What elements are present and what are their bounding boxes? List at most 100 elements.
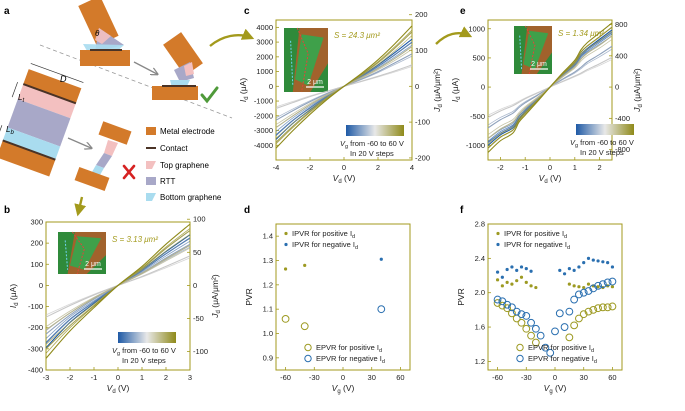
iv-curve-return-c-vg60 bbox=[275, 29, 413, 145]
y-tick-label-b: -300 bbox=[28, 344, 43, 353]
electrode-top-2 bbox=[80, 50, 130, 66]
arrow-to-b bbox=[74, 196, 87, 217]
point-f-ipvr-positive bbox=[515, 279, 519, 283]
y-tick-label-c: 2000 bbox=[256, 52, 273, 61]
area-label-b: S = 3.13 μm² bbox=[112, 235, 158, 244]
y-tick-label-b: 0 bbox=[39, 281, 43, 290]
x-tick-label-d: -30 bbox=[309, 373, 320, 382]
bottom-graphene-bad bbox=[92, 165, 104, 175]
x-tick-label-b: -1 bbox=[91, 373, 98, 382]
y2-tick-label-c: -200 bbox=[415, 153, 430, 162]
point-f-epvr-negative bbox=[560, 323, 569, 331]
arrow-gray-bottom bbox=[67, 137, 91, 148]
y-tick-label-d: 1.3 bbox=[263, 256, 273, 265]
x-tick-label-e: 1 bbox=[573, 163, 577, 172]
x-tick-label-c: -4 bbox=[273, 163, 280, 172]
electrode-left-2 bbox=[0, 140, 56, 177]
point-f-epvr-negative bbox=[512, 307, 521, 316]
point-f-ipvr-positive bbox=[534, 285, 538, 290]
y-tick-label-c: -2000 bbox=[254, 111, 273, 120]
point-f-ipvr-negative bbox=[567, 267, 571, 271]
point-f-ipvr-negative bbox=[558, 268, 562, 272]
area-label-e: S = 1.34 μm² bbox=[558, 29, 604, 38]
panel-label-b: b bbox=[4, 205, 10, 216]
y-tick-label-c: -4000 bbox=[254, 141, 273, 150]
device-dimensioned: D Lt Lb bbox=[0, 63, 84, 177]
point-f-ipvr-positive bbox=[500, 284, 504, 288]
top-graphene-bad bbox=[104, 140, 118, 156]
y-tick-label-d: 1.0 bbox=[263, 329, 273, 338]
point-f-epvr-positive bbox=[608, 302, 617, 311]
x-axis-label-f: Vg (V) bbox=[544, 383, 567, 395]
x-tick-label-b: -2 bbox=[67, 373, 74, 382]
x-tick-label-b: 2 bbox=[164, 373, 168, 382]
point-f-ipvr-positive bbox=[586, 282, 591, 286]
point-f-epvr-negative bbox=[493, 295, 502, 304]
x-tick-label-b: 3 bbox=[188, 373, 192, 382]
colorbar-label-b: Vg from -60 to 60 V bbox=[112, 346, 176, 357]
x-axis-label-e: Vd (V) bbox=[539, 173, 562, 185]
top-graphene-left bbox=[17, 84, 76, 119]
legend-bottom-label-d: EPVR for positive Id bbox=[316, 343, 382, 354]
top-graphene-region bbox=[95, 28, 111, 44]
scalebar-label-e: 2 μm bbox=[531, 61, 547, 68]
y2-tick-label-b: -100 bbox=[193, 347, 208, 356]
electrode-left-1 bbox=[23, 69, 82, 104]
x-axis-label-d: Vg (V) bbox=[332, 383, 355, 395]
point-f-ipvr-negative bbox=[591, 258, 595, 262]
schematic-legend: Metal electrode Contact Top graphene RTT… bbox=[146, 127, 222, 202]
x-tick-label-d: 30 bbox=[368, 373, 376, 382]
dim-line-Lt bbox=[11, 81, 18, 98]
x-tick-label-b: 0 bbox=[116, 373, 120, 382]
electrode-good-1 bbox=[163, 32, 203, 76]
point-f-epvr-positive bbox=[570, 321, 579, 330]
chart-d: -60 -30 0 30 60 0.9 1.0 1.1 1.2 1.3 1.4 Vg (V) PVR IP… bbox=[244, 223, 411, 395]
point-f-ipvr-positive bbox=[510, 282, 514, 286]
point-f-epvr-negative bbox=[598, 280, 607, 289]
x-tick-label-e: -2 bbox=[497, 163, 504, 172]
point-d-epvr-positive bbox=[300, 322, 309, 331]
colorbar-label-c: Vg from -60 to 60 V bbox=[340, 139, 404, 150]
chart-b: -3 -2 -1 0 1 2 3 -400 -300 -200 -100 0 100 200 300 -100… bbox=[8, 215, 222, 395]
legend-swatch-top-graphene bbox=[146, 161, 156, 169]
y-tick-label-c: 3000 bbox=[256, 38, 273, 47]
colorbar-c bbox=[346, 125, 404, 136]
y-tick-label-d: 1.2 bbox=[263, 280, 273, 289]
legend-swatch-electrode bbox=[146, 127, 156, 135]
y-tick-label-f: 2.8 bbox=[475, 220, 485, 229]
legend-top-marker-f bbox=[496, 231, 500, 236]
legend-bottom-marker-d bbox=[304, 354, 312, 363]
point-f-ipvr-negative bbox=[510, 265, 514, 269]
y-tick-label-c: 4000 bbox=[256, 23, 273, 32]
y-tick-label-b: 200 bbox=[30, 239, 43, 248]
y-tick-label-e: -500 bbox=[470, 112, 485, 121]
scalebar-label-b: 2 μm bbox=[85, 261, 101, 268]
y-tick-label-c: -3000 bbox=[254, 126, 273, 135]
legend-top-marker-d bbox=[284, 231, 288, 236]
point-f-epvr-positive bbox=[594, 304, 602, 313]
colorbar-steps-e: In 20 V steps bbox=[580, 148, 624, 157]
y2-tick-label-e: 400 bbox=[615, 51, 628, 60]
x-tick-label-f: -30 bbox=[521, 373, 532, 382]
electrode-bad-2 bbox=[74, 166, 110, 192]
check-icon bbox=[200, 86, 219, 104]
x-tick-label-d: 0 bbox=[341, 373, 345, 382]
y2-tick-label-e: -400 bbox=[615, 114, 630, 123]
device-bad bbox=[74, 121, 136, 192]
x-tick-label-e: 2 bbox=[598, 163, 602, 172]
point-f-ipvr-negative bbox=[577, 265, 581, 269]
point-f-epvr-negative bbox=[594, 281, 602, 290]
point-d-epvr-negative bbox=[377, 305, 386, 314]
chart-e: -2 -1 0 1 2 -1000 -500 0 500 1000 -800 -400 0 400 800 V… bbox=[450, 19, 644, 185]
iv-curve-return-e-vg60 bbox=[487, 27, 613, 149]
y-tick-label-f: 2.4 bbox=[475, 254, 485, 263]
y2-axis-label-b: Jd (μA/μm²) bbox=[210, 274, 222, 319]
y-axis-label-d: PVR bbox=[244, 288, 254, 305]
device-good bbox=[152, 32, 219, 104]
point-f-epvr-positive bbox=[598, 303, 607, 312]
legend-swatch-bottom-graphene bbox=[146, 193, 156, 201]
point-f-ipvr-positive bbox=[567, 282, 571, 286]
point-f-ipvr-negative bbox=[505, 267, 509, 272]
y-tick-label-f: 2.0 bbox=[475, 288, 485, 297]
point-f-epvr-negative bbox=[608, 277, 617, 286]
